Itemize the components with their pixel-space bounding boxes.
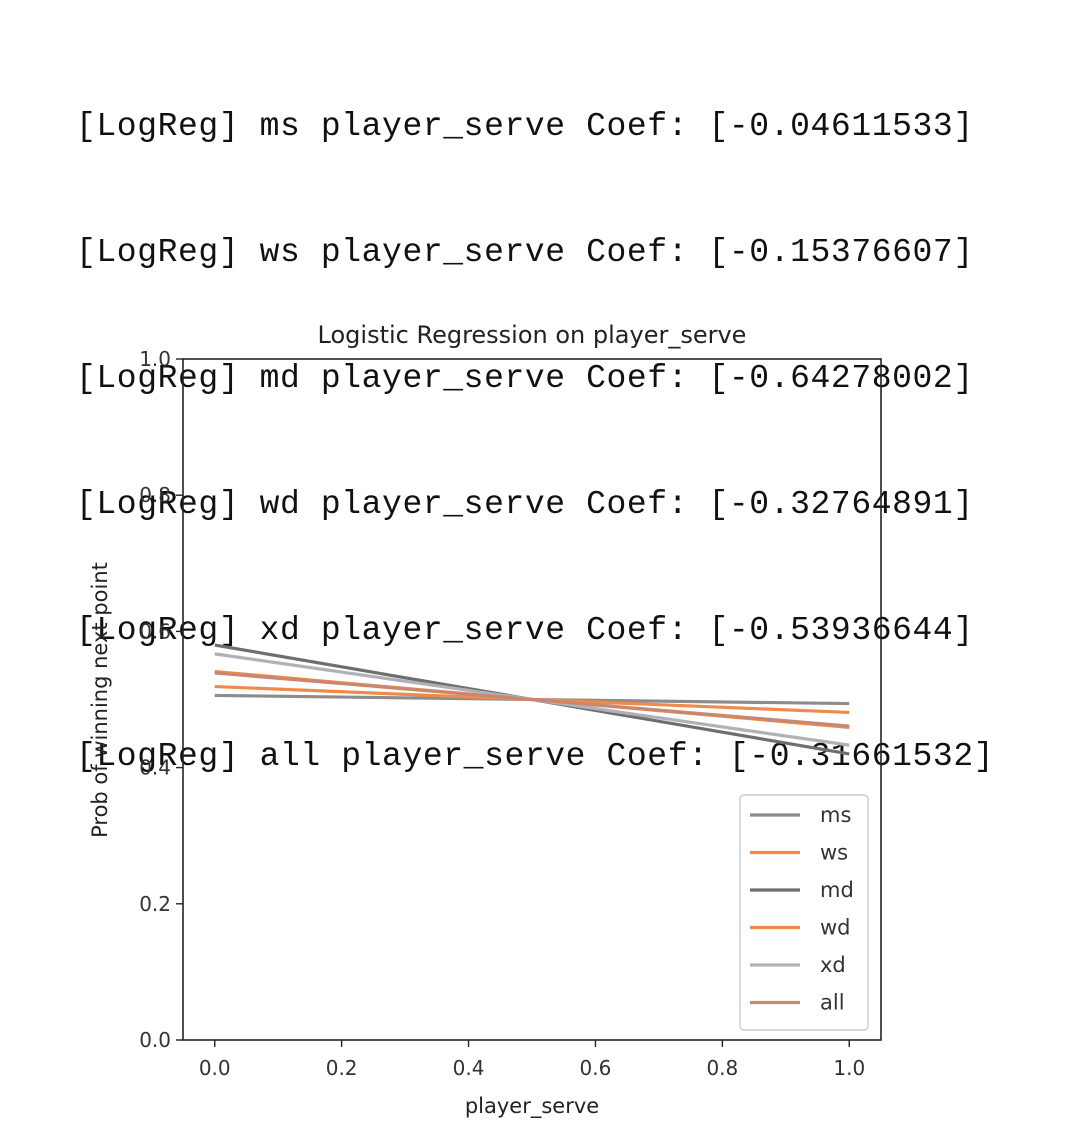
x-tick-label: 0.2	[326, 1056, 358, 1080]
x-axis-label: player_serve	[465, 1094, 599, 1119]
y-tick-label: 0.0	[139, 1028, 171, 1052]
console-line: [LogReg] md player_serve Coef: [-0.64278…	[76, 360, 974, 397]
legend-label-md: md	[820, 878, 854, 902]
y-axis-label: Prob of winning next point	[88, 562, 112, 838]
console-output: [LogReg] ms player_serve Coef: [-0.04611…	[76, 22, 994, 820]
plot-frame	[182, 358, 882, 1041]
x-tick-label: 0.6	[580, 1056, 612, 1080]
y-tick-label: 0.8	[139, 483, 171, 507]
console-line: [LogReg] ws player_serve Coef: [-0.15376…	[76, 234, 974, 271]
legend-box	[739, 794, 869, 1031]
legend: ms ws md wd xd all	[739, 794, 869, 1031]
legend-label-ws: ws	[820, 841, 848, 865]
y-tick-label: 1.0	[139, 347, 171, 371]
console-line: [LogReg] ms player_serve Coef: [-0.04611…	[76, 108, 974, 145]
chart-title: Logistic Regression on player_serve	[318, 321, 747, 349]
x-tick-label: 0.4	[453, 1056, 485, 1080]
y-tick-label: 0.4	[139, 756, 171, 780]
console-line: [LogReg] xd player_serve Coef: [-0.53936…	[76, 612, 974, 649]
ticks-layer: 0.0 0.2 0.4 0.6 0.8 1.0 0.0 0.2 0.4 0.6 0.8 1.0	[139, 347, 865, 1080]
console-line: [LogReg] wd player_serve Coef: [-0.32764…	[76, 486, 974, 523]
x-tick-label: 1.0	[833, 1056, 865, 1080]
x-tick-label: 0.8	[706, 1056, 738, 1080]
legend-label-ms: ms	[820, 803, 851, 827]
x-tick-label: 0.0	[199, 1056, 231, 1080]
console-line: [LogReg] all player_serve Coef: [-0.3166…	[76, 738, 995, 775]
legend-label-wd: wd	[820, 916, 851, 940]
legend-label-all: all	[820, 991, 845, 1015]
series-layer	[214, 643, 850, 756]
y-tick-label: 0.2	[139, 892, 171, 916]
y-tick-label: 0.6	[139, 619, 171, 643]
series-line-all	[214, 671, 850, 728]
legend-label-xd: xd	[820, 953, 846, 977]
